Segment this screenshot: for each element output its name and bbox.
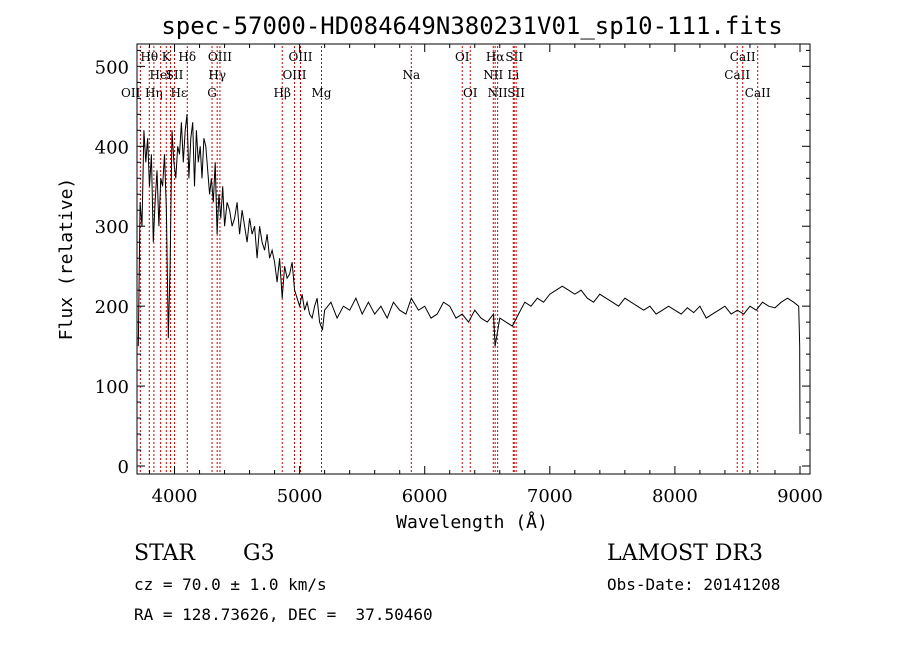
x-tick-label-0: 4000 — [152, 486, 198, 507]
marker-label-25: CaII — [730, 50, 756, 64]
marker-label-4: K — [162, 50, 172, 64]
marker-label-9: Hγ — [208, 68, 226, 82]
marker-label-20: NII — [488, 86, 508, 100]
x-tick-label-4: 8000 — [652, 486, 698, 507]
y-axis: 0 100 200 300 400 500 — [95, 49, 810, 478]
marker-label-19: Hα — [486, 50, 505, 64]
object-class: STAR — [134, 541, 196, 566]
chart-title: spec-57000-HD084649N380231V01_sp10-111.f… — [161, 12, 782, 40]
marker-label-22: SII — [505, 50, 523, 64]
y-tick-label-1: 100 — [95, 377, 129, 398]
x-axis-label: Wavelength (Å) — [396, 511, 548, 533]
x-tick-label-2: 6000 — [402, 486, 448, 507]
y-tick-label-5: 500 — [95, 57, 129, 78]
marker-label-21: Li — [507, 68, 519, 82]
marker-label-15: Na — [403, 68, 421, 82]
marker-label-1: Hθ — [140, 50, 158, 64]
marker-label-6: SII — [166, 68, 184, 82]
marker-label-8: G — [207, 86, 217, 100]
marker-label-24: CaII — [724, 68, 750, 82]
marker-label-23: SII — [507, 86, 525, 100]
marker-label-17: OI — [463, 86, 478, 100]
marker-label-5: Hε — [171, 86, 188, 100]
marker-label-2: Hη — [145, 86, 163, 100]
object-subclass: G3 — [243, 541, 275, 566]
marker-label-18: NII — [483, 68, 503, 82]
y-tick-label-3: 300 — [95, 217, 129, 238]
x-axis: 4000 5000 6000 7000 8000 9000 — [149, 44, 823, 507]
marker-label-13: OIII — [288, 50, 312, 64]
marker-label-12: OIII — [282, 68, 306, 82]
marker-label-14: Mg — [312, 86, 332, 100]
x-tick-label-3: 7000 — [527, 486, 573, 507]
marker-label-7: Hδ — [178, 50, 196, 64]
y-axis-label: Flux (relative) — [56, 178, 77, 341]
x-tick-label-5: 9000 — [777, 486, 823, 507]
plot-frame — [136, 43, 811, 475]
y-tick-label-0: 0 — [118, 457, 129, 478]
marker-label-11: Hβ — [274, 86, 291, 100]
survey-name: LAMOST DR3 — [607, 541, 763, 566]
obs-date: Obs-Date: 20141208 — [607, 575, 780, 594]
coordinates: RA = 128.73626, DEC = 37.50460 — [134, 605, 433, 624]
spectral-line-markers: OIIHθHηHeIKHεSIIHδGHγOIIIHβOIIIOIIIMgNaO… — [121, 46, 771, 474]
marker-label-16: OI — [455, 50, 470, 64]
marker-label-26: CaII — [745, 86, 771, 100]
marker-label-0: OII — [121, 86, 141, 100]
y-tick-label-4: 400 — [95, 137, 129, 158]
spectrum-line — [137, 114, 801, 435]
x-tick-label-1: 5000 — [277, 486, 323, 507]
redshift-value: cz = 70.0 ± 1.0 km/s — [134, 575, 327, 594]
y-tick-label-2: 200 — [95, 297, 129, 318]
marker-label-10: OIII — [208, 50, 232, 64]
